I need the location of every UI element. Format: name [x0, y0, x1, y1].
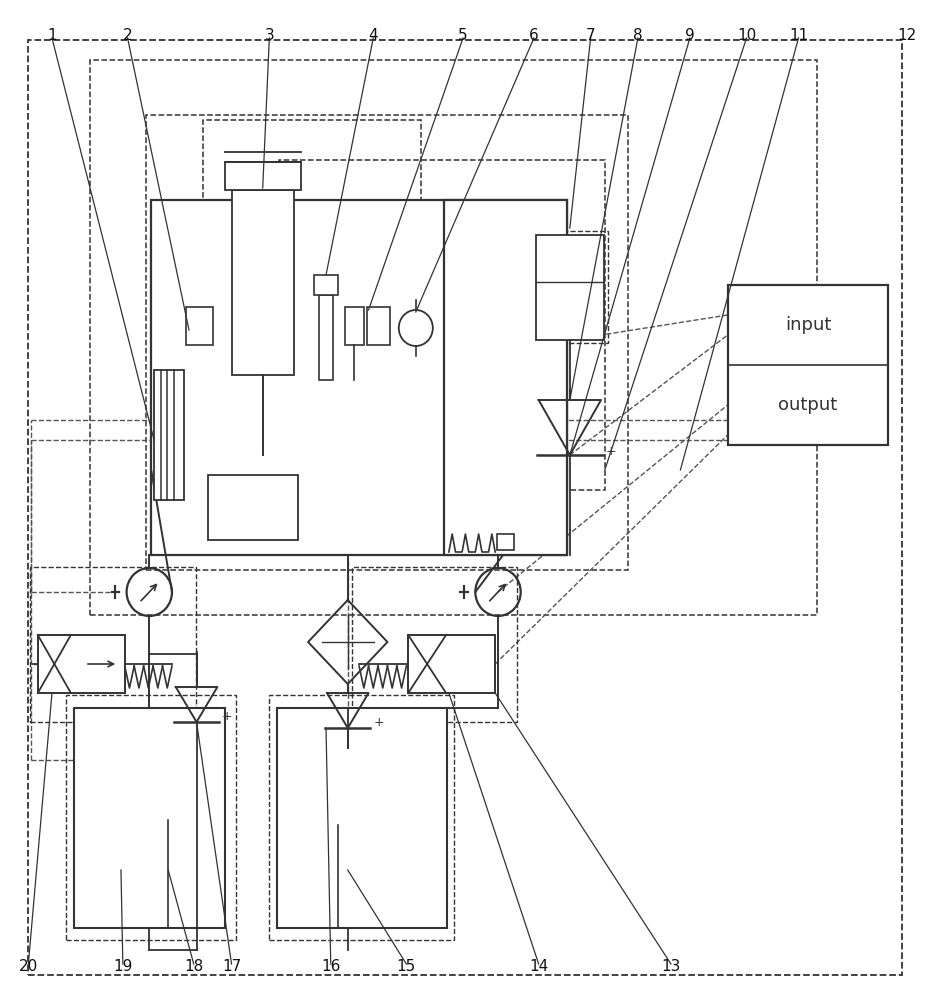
FancyBboxPatch shape	[154, 370, 184, 500]
FancyBboxPatch shape	[151, 200, 566, 555]
Text: 9: 9	[684, 28, 694, 43]
FancyBboxPatch shape	[444, 200, 566, 555]
FancyBboxPatch shape	[313, 275, 338, 295]
FancyBboxPatch shape	[277, 708, 447, 928]
Text: 14: 14	[529, 959, 548, 974]
FancyBboxPatch shape	[408, 635, 495, 693]
Text: +: +	[373, 716, 383, 730]
FancyBboxPatch shape	[319, 295, 332, 380]
FancyBboxPatch shape	[225, 162, 300, 190]
Text: 7: 7	[585, 28, 595, 43]
Text: 17: 17	[222, 959, 241, 974]
FancyBboxPatch shape	[208, 475, 297, 540]
Text: 1: 1	[47, 28, 57, 43]
Text: 18: 18	[184, 959, 203, 974]
Text: 5: 5	[458, 28, 467, 43]
FancyBboxPatch shape	[366, 307, 390, 345]
Text: 20: 20	[19, 959, 38, 974]
Text: input: input	[784, 316, 831, 334]
Text: output: output	[778, 396, 836, 414]
Text: 13: 13	[661, 959, 680, 974]
FancyBboxPatch shape	[535, 235, 603, 340]
Text: 6: 6	[529, 28, 538, 43]
Text: 3: 3	[264, 28, 274, 43]
FancyBboxPatch shape	[345, 307, 363, 345]
Text: 16: 16	[321, 959, 340, 974]
Text: 4: 4	[368, 28, 378, 43]
FancyBboxPatch shape	[74, 708, 225, 928]
FancyBboxPatch shape	[186, 307, 212, 345]
FancyBboxPatch shape	[727, 285, 887, 445]
Text: +: +	[605, 445, 615, 458]
Text: 19: 19	[113, 959, 132, 974]
Text: +: +	[222, 710, 232, 723]
FancyBboxPatch shape	[497, 534, 514, 550]
Text: 2: 2	[123, 28, 132, 43]
FancyBboxPatch shape	[38, 635, 125, 693]
FancyBboxPatch shape	[231, 190, 294, 375]
Text: 10: 10	[736, 28, 755, 43]
Text: 11: 11	[788, 28, 807, 43]
Text: 8: 8	[632, 28, 642, 43]
Text: 12: 12	[897, 28, 916, 43]
Text: 15: 15	[396, 959, 415, 974]
